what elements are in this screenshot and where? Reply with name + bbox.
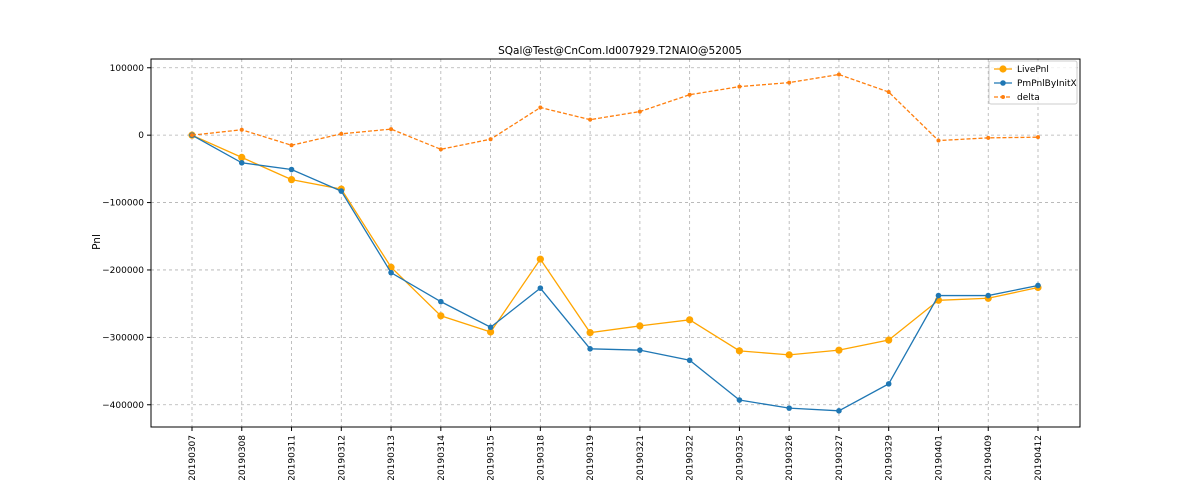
x-tick-label: 20190319 xyxy=(586,435,596,480)
plot-frame xyxy=(150,58,1081,428)
data-point-LivePnl xyxy=(437,312,445,320)
data-point-LivePnl xyxy=(835,346,843,354)
data-point-LivePnl xyxy=(735,347,744,355)
data-point-PmPnlByInitX xyxy=(836,408,842,414)
data-point-PmPnlByInitX xyxy=(935,292,942,299)
data-point-PmPnlByInitX xyxy=(537,285,544,291)
data-point-PmPnlByInitX xyxy=(238,159,245,166)
x-tick-label: 20190313 xyxy=(387,435,397,480)
data-point-PmPnlByInitX xyxy=(438,298,444,305)
data-point-PmPnlByInitX xyxy=(686,357,693,364)
y-tick-label: 0 xyxy=(138,131,144,141)
data-point-PmPnlByInitX xyxy=(388,269,394,276)
data-point-PmPnlByInitX xyxy=(985,292,992,299)
data-point-delta xyxy=(637,109,642,114)
x-tick-label: 20190321 xyxy=(636,435,646,480)
data-point-delta xyxy=(737,84,742,89)
legend-label: LivePnl xyxy=(1017,65,1049,75)
data-point-LivePnl xyxy=(686,316,694,324)
x-tick-label: 20190315 xyxy=(487,435,497,480)
data-point-LivePnl xyxy=(785,351,793,359)
x-tick-label: 20190318 xyxy=(536,435,546,480)
data-point-delta xyxy=(239,127,244,132)
data-point-delta xyxy=(438,147,443,152)
data-point-LivePnl xyxy=(238,153,246,162)
data-point-LivePnl xyxy=(287,176,296,184)
data-point-LivePnl xyxy=(586,329,594,337)
x-tick-label: 20190314 xyxy=(437,435,447,480)
y-axis-label: Pnl xyxy=(91,234,103,250)
x-tick-label: 20190307 xyxy=(188,435,198,480)
series-layer xyxy=(188,72,1042,414)
data-point-delta xyxy=(687,92,692,97)
x-tick-label: 20190401 xyxy=(934,435,944,480)
x-tick-label: 20190308 xyxy=(238,435,248,480)
data-point-delta xyxy=(936,138,941,143)
legend[interactable]: LivePnl PmPnlByInitX delta xyxy=(988,60,1078,105)
series-line-PmPnlByInitX xyxy=(191,134,1039,412)
data-point-PmPnlByInitX xyxy=(288,166,295,173)
data-point-PmPnlByInitX xyxy=(338,188,345,194)
data-point-delta xyxy=(389,127,394,132)
x-tick-label: 20190322 xyxy=(686,435,696,480)
legend-swatch-marker xyxy=(1001,95,1005,99)
x-tick-label: 20190329 xyxy=(885,435,895,480)
x-tick-label: 20190326 xyxy=(785,435,795,480)
data-point-delta xyxy=(886,90,891,95)
grid xyxy=(151,59,1080,427)
data-point-LivePnl xyxy=(536,255,544,263)
x-tick-label: 20190409 xyxy=(984,435,994,480)
data-point-PmPnlByInitX xyxy=(587,346,593,352)
data-point-PmPnlByInitX xyxy=(1035,282,1041,289)
data-point-delta xyxy=(787,80,792,85)
data-point-delta xyxy=(339,131,344,136)
data-point-delta xyxy=(986,135,991,140)
x-tick-label: 20190327 xyxy=(835,435,845,480)
data-point-delta xyxy=(588,117,593,122)
x-tick-label: 20190412 xyxy=(1034,435,1044,480)
y-tick-label: −300000 xyxy=(102,333,144,343)
data-point-PmPnlByInitX xyxy=(786,405,792,411)
data-point-PmPnlByInitX xyxy=(487,324,494,331)
y-tick-label: 100000 xyxy=(110,64,145,74)
data-point-LivePnl xyxy=(486,328,495,336)
data-point-delta xyxy=(1036,135,1040,140)
data-point-delta xyxy=(488,137,493,142)
data-point-LivePnl xyxy=(636,322,644,330)
series-line-delta xyxy=(191,73,1039,150)
x-tick-label: 20190311 xyxy=(288,435,298,480)
data-point-delta xyxy=(538,105,543,110)
data-point-LivePnl xyxy=(885,336,893,344)
y-tick-label: −100000 xyxy=(102,199,144,209)
legend-label: delta xyxy=(1017,93,1040,103)
legend-label: PmPnlByInitX xyxy=(1017,79,1077,89)
legend-box xyxy=(988,60,1078,105)
data-point-PmPnlByInitX xyxy=(736,397,743,403)
axes: 100000 0 −100000 −200000 −300000 −400000 20190… xyxy=(102,58,1081,480)
legend-entry-LivePnl[interactable]: LivePnl xyxy=(994,65,1049,75)
data-point-delta xyxy=(836,72,841,77)
legend-entry-delta[interactable]: delta xyxy=(994,93,1040,103)
chart-title: SQal@Test@CnCom.Id007929.T2NAIO@52005 xyxy=(498,45,742,57)
data-point-PmPnlByInitX xyxy=(637,347,643,353)
legend-swatch-marker xyxy=(999,65,1007,73)
data-point-delta xyxy=(289,143,294,148)
x-tick-label: 20190325 xyxy=(735,435,745,480)
y-tick-label: −200000 xyxy=(102,266,144,276)
legend-swatch-marker xyxy=(1000,80,1006,86)
data-point-PmPnlByInitX xyxy=(885,381,892,387)
y-tick-label: −400000 xyxy=(102,401,144,411)
legend-entry-PmPnlByInitX[interactable]: PmPnlByInitX xyxy=(994,79,1077,89)
data-point-delta xyxy=(190,133,194,138)
x-tick-label: 20190312 xyxy=(337,435,347,480)
data-point-LivePnl xyxy=(387,263,395,271)
